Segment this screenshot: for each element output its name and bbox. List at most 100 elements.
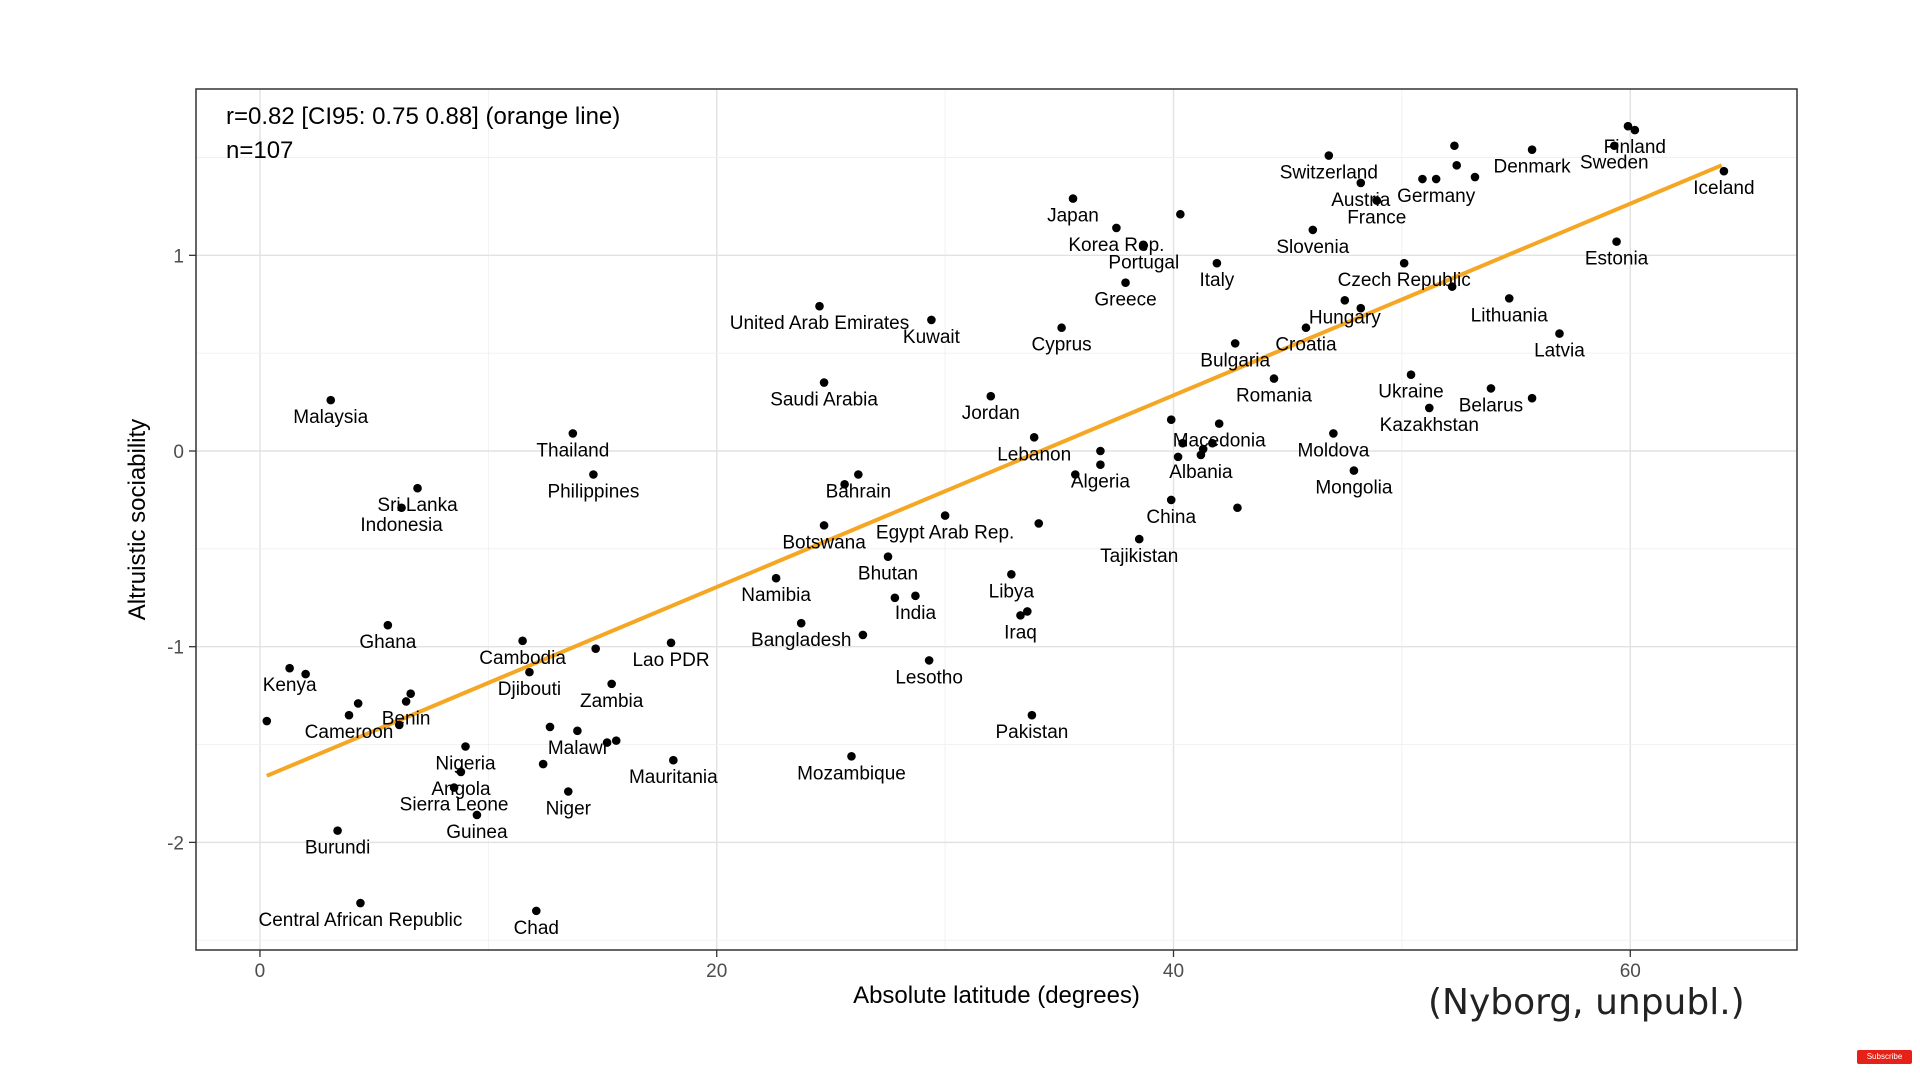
data-point [819,378,829,387]
data-point [1609,141,1619,151]
data-point [461,742,470,751]
data-point [397,503,406,513]
point-label: Latvia [1534,341,1585,362]
point-label: Tajikistan [1100,546,1178,567]
point-label: Sierra Leone [400,795,509,816]
subscribe-badge[interactable]: Subscribe [1857,1050,1912,1064]
data-point [1486,384,1496,393]
point-label: Sri Lanka [377,495,458,516]
point-label: China [1146,507,1196,528]
data-point [1007,569,1016,579]
point-label: Egypt Arab Rep. [876,523,1014,544]
axes: 0 20 40 60 -2 -1 0 1 [167,246,1641,982]
data-point [1612,237,1621,246]
x-tick-label: 40 [1163,961,1184,982]
data-point [858,630,868,640]
data-point [1504,294,1514,303]
data-point [333,826,342,835]
data-point [911,591,920,601]
data-point [1418,174,1427,184]
data-point [1166,495,1176,505]
data-points [262,121,1729,916]
data-point [1424,403,1434,413]
point-label: Lao PDR [632,650,709,671]
point-label: Albania [1169,462,1233,483]
data-point [301,669,310,679]
data-point [1308,225,1318,235]
point-label: Botswana [782,532,866,553]
point-label: Austria [1331,190,1391,211]
data-point [847,751,856,761]
data-point [1212,258,1222,268]
data-point [589,470,598,479]
data-point [1208,438,1217,448]
data-point [1340,296,1350,305]
data-point [1096,446,1105,456]
data-point [796,618,806,628]
data-point [1027,710,1037,720]
data-point [1719,166,1729,176]
point-label: Korea Rep. [1068,235,1164,256]
point-label: Cambodia [479,648,566,669]
point-label: Germany [1397,186,1476,207]
point-label: Lesotho [895,667,963,688]
y-tick-label: -1 [167,638,184,659]
y-tick-label: 0 [173,442,184,463]
point-label: Romania [1236,386,1312,407]
point-label: United Arab Emirates [730,313,910,334]
point-label: Kenya [263,675,317,696]
data-point [394,720,404,730]
point-label: Bulgaria [1200,350,1270,371]
data-point [1139,241,1149,250]
point-label: Bhutan [858,564,918,585]
data-point [1301,323,1311,333]
data-point [1176,209,1185,219]
y-tick-label: -2 [167,833,184,854]
data-point [531,906,541,916]
point-label: Jordan [962,403,1020,424]
x-axis-title: Absolute latitude (degrees) [853,982,1140,1009]
x-tick-label: 0 [255,961,266,982]
data-point [449,783,459,792]
point-label: Finland [1604,137,1666,158]
point-label: Pakistan [995,722,1068,743]
data-point [1555,329,1564,338]
point-label: Croatia [1275,335,1337,356]
data-point [1230,339,1240,348]
point-label: France [1347,208,1406,229]
data-point [353,699,363,708]
point-label: Kazakhstan [1380,415,1479,436]
data-point [607,679,616,689]
data-point [406,689,415,698]
point-label: Japan [1047,206,1099,227]
plot-panel [196,89,1797,950]
point-label: Saudi Arabia [770,390,878,411]
fit-line [266,163,1723,778]
data-point [819,521,829,530]
point-label: Iraq [1004,622,1037,643]
point-label: Indonesia [360,515,443,536]
point-label: Kuwait [903,327,961,348]
y-axis-title: Altruistic sociability [124,419,151,620]
data-point [1399,258,1409,268]
point-label: Djibouti [498,679,561,700]
data-point [1630,125,1640,135]
point-label: Libya [989,581,1035,602]
data-point [986,391,996,401]
data-point [1134,534,1144,544]
point-label: Sweden [1580,153,1649,174]
grid-lines [196,89,1797,950]
data-point [1450,141,1459,151]
data-point [285,663,294,673]
data-point [940,511,950,520]
data-point [666,638,676,648]
data-point [1057,323,1066,333]
point-label: Nigeria [435,753,496,774]
point-label: Cyprus [1031,335,1091,356]
data-point [563,787,573,796]
data-point [518,636,527,646]
data-point [1214,419,1224,428]
point-label: Cameroon [305,722,394,743]
data-point [356,898,365,908]
point-label: Bangladesh [751,630,851,651]
